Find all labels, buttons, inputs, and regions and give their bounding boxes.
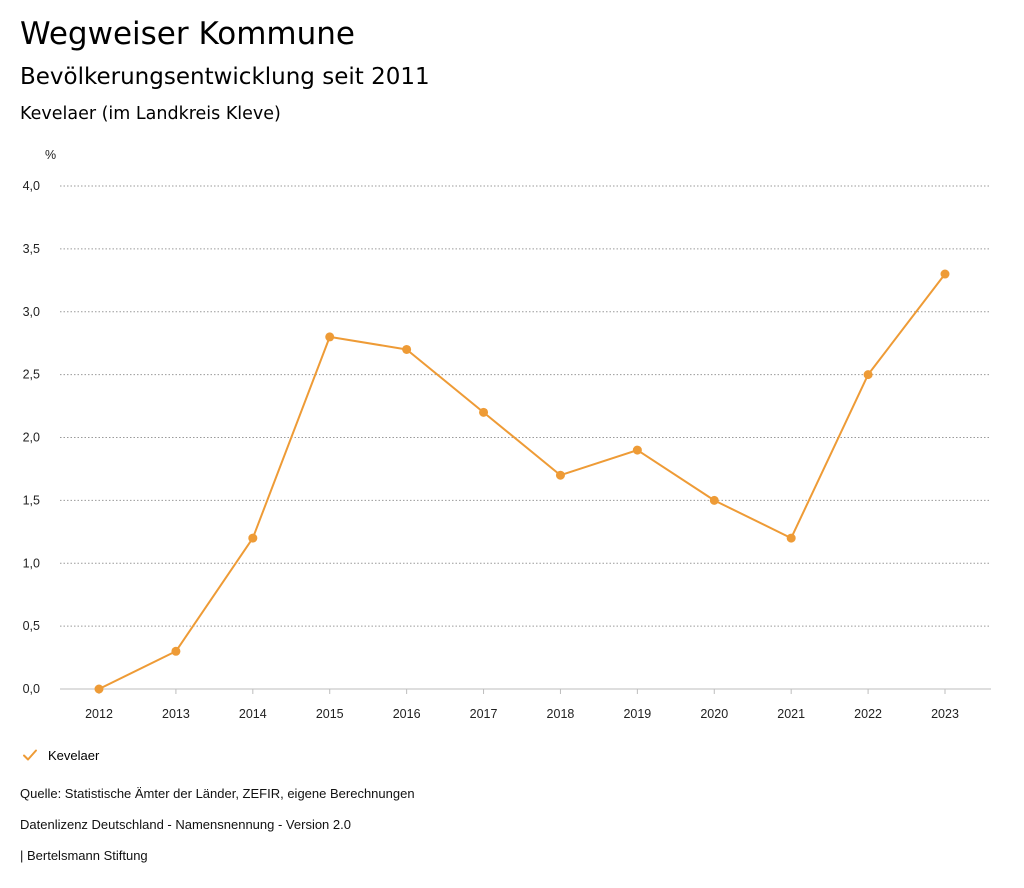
y-tick-label: 1,5 <box>23 493 40 507</box>
legend-label: Kevelaer <box>48 747 100 763</box>
x-tick-label: 2018 <box>547 707 575 721</box>
y-axis-unit-label: % <box>45 148 56 162</box>
data-point[interactable] <box>555 470 565 480</box>
x-tick-label: 2023 <box>931 707 959 721</box>
x-tick-label: 2012 <box>85 707 113 721</box>
chart-legend[interactable]: Kevelaer <box>22 745 99 765</box>
source-note: Quelle: Statistische Ämter der Länder, Z… <box>20 786 415 801</box>
data-point[interactable] <box>863 370 873 380</box>
x-tick-label: 2015 <box>316 707 344 721</box>
x-tick-label: 2016 <box>393 707 421 721</box>
x-tick-label: 2022 <box>854 707 882 721</box>
chart-series <box>94 269 950 694</box>
data-point[interactable] <box>402 344 412 354</box>
y-tick-label: 1,0 <box>23 556 40 570</box>
data-point[interactable] <box>632 445 642 455</box>
chart-grid <box>60 185 991 627</box>
publisher-note: | Bertelsmann Stiftung <box>20 848 148 863</box>
series-line <box>98 273 946 690</box>
chart-subtitle: Bevölkerungsentwicklung seit 2011 <box>20 64 430 90</box>
data-point[interactable] <box>325 332 335 342</box>
x-tick-label: 2021 <box>777 707 805 721</box>
line-chart: % 0,00,51,01,52,02,53,03,54,0 2012 2013 20… <box>23 148 991 721</box>
y-tick-label: 0,0 <box>23 682 40 696</box>
x-tick-label: 2014 <box>239 707 267 721</box>
x-tick-label: 2013 <box>162 707 190 721</box>
y-tick-label: 3,0 <box>23 305 40 319</box>
data-point[interactable] <box>248 533 258 543</box>
data-point[interactable] <box>479 407 489 417</box>
data-point[interactable] <box>786 533 796 543</box>
y-tick-label: 2,5 <box>23 368 40 382</box>
y-tick-label: 0,5 <box>23 619 40 633</box>
page-title: Wegweiser Kommune <box>20 16 355 52</box>
checkmark-icon <box>23 749 37 761</box>
y-tick-label: 2,0 <box>23 431 40 445</box>
region-title: Kevelaer (im Landkreis Kleve) <box>20 104 281 124</box>
data-point[interactable] <box>940 269 950 279</box>
x-tick-label: 2017 <box>470 707 498 721</box>
x-tick-label: 2020 <box>700 707 728 721</box>
y-axis: % 0,0 0,5 1,0 1,5 2,0 2,5 3,0 3,5 4,0 <box>23 148 57 696</box>
y-tick-label: 4,0 <box>23 179 40 193</box>
x-tick-label: 2019 <box>623 707 651 721</box>
license-note: Datenlizenz Deutschland - Namensnennung … <box>20 817 351 832</box>
data-point[interactable] <box>171 646 181 656</box>
data-point[interactable] <box>709 495 719 505</box>
data-point[interactable] <box>94 684 104 694</box>
x-axis: 2012 2013 2014 2015 2016 2017 2018 2019 2020 2021… <box>60 688 991 721</box>
y-tick-label: 3,5 <box>23 242 40 256</box>
